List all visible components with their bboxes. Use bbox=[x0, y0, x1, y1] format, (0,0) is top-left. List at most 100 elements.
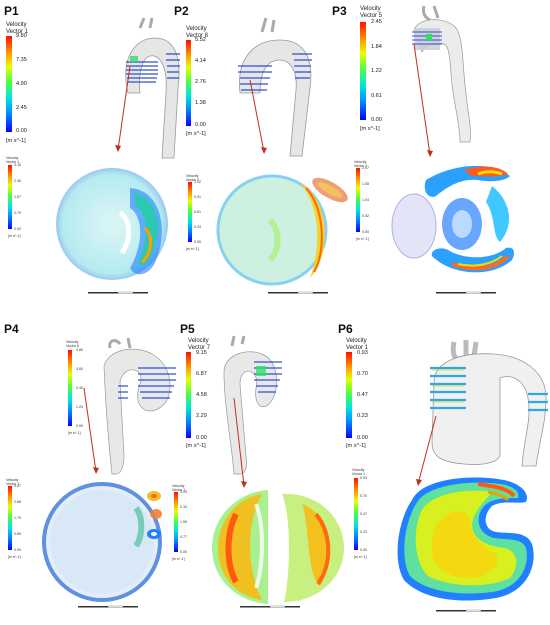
p5-tick-2: 4.58 bbox=[196, 392, 207, 398]
p5-tick-1: 6.87 bbox=[196, 371, 207, 377]
p4-tick-4: 0.00 bbox=[76, 424, 83, 428]
p2-inset-tick-0: 1.22 bbox=[194, 180, 201, 184]
p1-tick-2: 4.90 bbox=[16, 81, 27, 87]
p4-inset-tick-1: 2.68 bbox=[14, 500, 21, 504]
p3-tick-2: 1.22 bbox=[371, 68, 382, 74]
p4-tick-0: 4.80 bbox=[76, 348, 83, 352]
p6-tick-1: 0.70 bbox=[357, 371, 368, 377]
p3-inset-tick-4: 0.00 bbox=[362, 230, 369, 234]
p3-tick-4: 0.00 bbox=[371, 117, 382, 123]
panel-label-p1: P1 bbox=[4, 4, 19, 18]
p6-legend-unit: [m s^-1] bbox=[346, 443, 366, 449]
p1-legend-title: Velocity Vector 1 bbox=[6, 22, 29, 35]
p6-tick-0: 0.93 bbox=[357, 350, 368, 356]
p3-velocity-field bbox=[391, 165, 514, 273]
p4-tick-2: 2.40 bbox=[76, 386, 83, 390]
p4-tick-1: 3.60 bbox=[76, 367, 83, 371]
p3-aorta-model bbox=[412, 5, 471, 143]
p2-inset-tick-4: 0.00 bbox=[194, 240, 201, 244]
p5-aorta-model bbox=[223, 335, 282, 475]
p5-scale-bar bbox=[240, 605, 300, 608]
p6-scale-bar bbox=[436, 609, 496, 612]
p3-inset-legend-title: Velocity Vector 2 bbox=[354, 160, 368, 168]
p4-inset-tick-2: 1.79 bbox=[14, 516, 21, 520]
p1-aorta-model bbox=[125, 17, 180, 159]
p5-inset-tick-2: 1.55 bbox=[180, 520, 187, 524]
p3-inset-colorbar bbox=[356, 168, 360, 232]
p3-inset-tick-1: 1.55 bbox=[362, 182, 369, 186]
p6-tick-2: 0.47 bbox=[357, 392, 368, 398]
p4-legend-title: Velocity Vector 6 bbox=[66, 340, 80, 348]
p1-tick-0: 9.80 bbox=[16, 33, 27, 39]
p3-inset-tick-0: 2.07 bbox=[362, 166, 369, 170]
p1-inset-tick-2: 1.57 bbox=[14, 195, 21, 199]
p1-inset-tick-1: 2.36 bbox=[14, 179, 21, 183]
p3-colorbar bbox=[360, 22, 366, 120]
p4-colorbar bbox=[68, 350, 72, 426]
p5-inset-tick-0: 3.09 bbox=[180, 490, 187, 494]
p4-inset-tick-4: 0.00 bbox=[14, 548, 21, 552]
p1-velocity-field bbox=[56, 168, 168, 280]
p1-legend-unit: [m s^-1] bbox=[6, 138, 26, 144]
p2-tick-1: 4.14 bbox=[195, 58, 206, 64]
p2-inset-unit: [m s^-1] bbox=[186, 247, 199, 251]
p5-inset-tick-3: 0.77 bbox=[180, 535, 187, 539]
p2-tick-3: 1.38 bbox=[195, 100, 206, 106]
p6-inset-tick-1: 0.70 bbox=[360, 494, 367, 498]
p4-tick-3: 1.20 bbox=[76, 405, 83, 409]
p1-inset-colorbar bbox=[8, 165, 12, 229]
p5-tick-0: 9.15 bbox=[196, 350, 207, 356]
p3-inset-tick-3: 0.52 bbox=[362, 214, 369, 218]
p3-tick-0: 2.45 bbox=[371, 19, 382, 25]
p2-velocity-field bbox=[216, 174, 348, 286]
p3-tick-3: 0.61 bbox=[371, 93, 382, 99]
p2-legend-title: Velocity Vector 8 bbox=[186, 26, 209, 39]
p1-tick-1: 7.35 bbox=[16, 57, 27, 63]
panel-label-p2: P2 bbox=[174, 4, 189, 18]
p2-scale-bar bbox=[268, 291, 328, 294]
p3-inset-tick-2: 1.04 bbox=[362, 198, 369, 202]
p2-tick-4: 0.00 bbox=[195, 122, 206, 128]
p2-aorta-model bbox=[238, 17, 312, 157]
panel-label-p6: P6 bbox=[338, 322, 353, 336]
p4-inset-legend-title: Velocity Vector 1 bbox=[6, 478, 20, 486]
p5-inset-legend-title: Velocity Vector 1 bbox=[172, 484, 186, 492]
p1-inset-tick-0: 3.15 bbox=[14, 163, 21, 167]
p6-colorbar bbox=[346, 352, 352, 438]
p6-aorta-model bbox=[430, 340, 548, 467]
p6-velocity-field bbox=[397, 477, 534, 601]
p5-legend-title: Velocity Vector 7 bbox=[188, 338, 211, 351]
p1-tick-3: 2.45 bbox=[16, 105, 27, 111]
p5-tick-4: 0.00 bbox=[196, 435, 207, 441]
panel-label-p4: P4 bbox=[4, 322, 19, 336]
p6-legend-title: Velocity Vector 1 bbox=[346, 338, 369, 351]
p6-inset-unit: [m s^-1] bbox=[354, 555, 367, 559]
p2-inset-legend-title: Velocity Vector 2 bbox=[186, 174, 200, 182]
p5-inset-colorbar bbox=[174, 492, 178, 552]
panel-label-p3: P3 bbox=[332, 4, 347, 18]
p4-inset-tick-3: 0.89 bbox=[14, 532, 21, 536]
p3-legend-title: Velocity Vector 5 bbox=[360, 6, 383, 19]
p6-inset-legend-title: Velocity Vector 1 bbox=[352, 468, 366, 476]
p6-inset-tick-3: 0.23 bbox=[360, 530, 367, 534]
p6-inset-colorbar bbox=[354, 478, 358, 550]
p1-colorbar bbox=[6, 36, 12, 132]
p3-inset-unit: [m s^-1] bbox=[356, 237, 369, 241]
p1-inset-tick-4: 0.00 bbox=[14, 227, 21, 231]
p1-inset-tick-3: 0.79 bbox=[14, 211, 21, 215]
p2-inset-tick-2: 0.61 bbox=[194, 210, 201, 214]
p6-tick-3: 0.23 bbox=[357, 413, 368, 419]
p5-inset-unit: [m s^-1] bbox=[172, 557, 185, 561]
p1-scale-bar bbox=[88, 291, 148, 294]
p2-tick-0: 5.52 bbox=[195, 37, 206, 43]
p2-inset-tick-3: 0.43 bbox=[194, 225, 201, 229]
p2-tick-2: 2.76 bbox=[195, 79, 206, 85]
p6-inset-tick-4: 0.00 bbox=[360, 548, 367, 552]
p6-inset-tick-2: 0.47 bbox=[360, 512, 367, 516]
p4-inset-unit: [m s^-1] bbox=[8, 555, 21, 559]
p5-velocity-field bbox=[212, 490, 344, 604]
p4-inset-tick-0: 3.57 bbox=[14, 484, 21, 488]
